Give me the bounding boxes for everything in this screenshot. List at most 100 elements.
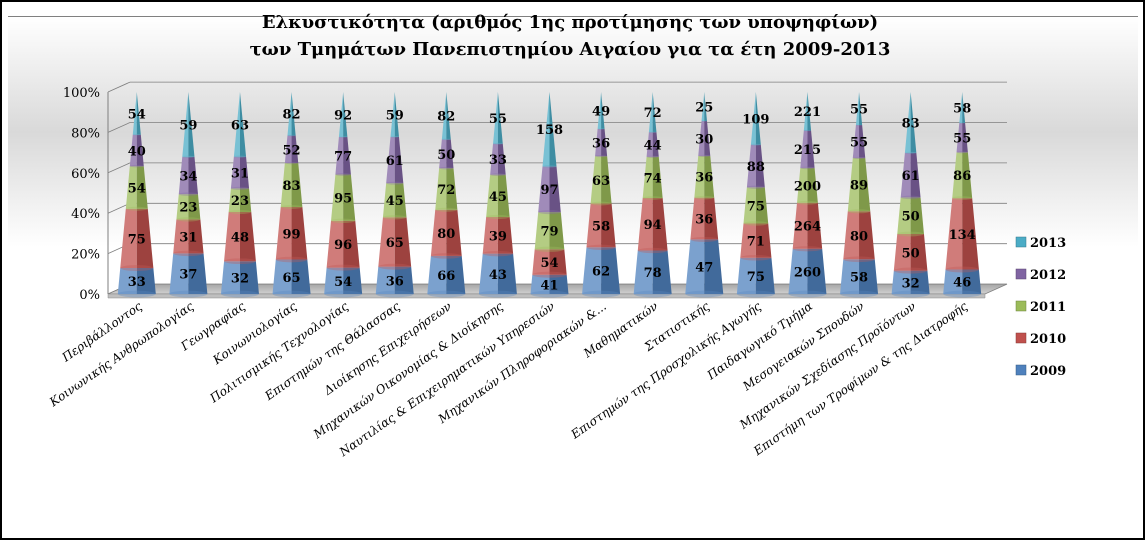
cone-stack <box>117 92 156 298</box>
cone-segment-rim <box>482 250 514 257</box>
cone-segment-rim <box>324 290 363 298</box>
cone-segment-rim <box>532 271 567 278</box>
data-label: 54 <box>540 256 558 271</box>
cone-segment-rim <box>538 210 561 215</box>
cone-segment-dark <box>394 92 399 137</box>
cone-segment-rim <box>646 155 659 158</box>
cone-segment-rim <box>534 246 565 252</box>
cone-segment-rim <box>698 154 711 157</box>
cone-segment-rim <box>586 244 616 250</box>
cone-segment-rim <box>542 165 557 168</box>
data-label: 158 <box>536 123 563 138</box>
cone-segment-light <box>117 267 137 294</box>
cone-stack <box>633 92 672 298</box>
cone-segment-rim <box>280 205 303 209</box>
cone-segment-dark <box>807 202 823 249</box>
cone-segment-light <box>800 130 808 168</box>
data-label: 34 <box>179 169 197 184</box>
cone-segment-light <box>952 152 963 199</box>
data-label: 54 <box>128 181 146 196</box>
data-label: 72 <box>437 183 455 198</box>
cone-segment-dark <box>291 163 303 208</box>
cone-stack <box>375 92 414 298</box>
cone-segment-rim <box>740 254 772 261</box>
cone-segment-dark <box>910 270 930 294</box>
cone-segment-dark <box>343 92 348 137</box>
data-label: 63 <box>231 118 249 133</box>
legend-label: 2013 <box>1030 236 1066 251</box>
data-label: 33 <box>489 153 507 168</box>
cone-segment-light <box>646 132 653 157</box>
cone-segment-light <box>538 166 550 213</box>
y-tick-label: 0% <box>79 288 100 303</box>
cone-stack <box>169 92 208 298</box>
data-label: 134 <box>949 228 976 243</box>
cone-segment-light <box>272 259 292 294</box>
data-label: 58 <box>953 101 971 116</box>
data-label: 46 <box>953 276 971 291</box>
cone-segment-light <box>132 92 137 135</box>
cone-stack <box>685 92 724 298</box>
cone-segment-rim <box>125 206 148 211</box>
cone-segment-rim <box>176 217 201 222</box>
cone-segment-rim <box>224 258 256 265</box>
cone-segment-dark <box>910 152 921 198</box>
cone-segment-dark <box>652 92 657 133</box>
cone-segment-light <box>633 250 653 294</box>
cone-segment-rim <box>736 290 775 298</box>
cone-segment-dark <box>859 259 879 294</box>
cone-segment-dark <box>188 194 201 220</box>
data-label: 96 <box>334 238 352 253</box>
data-label: 65 <box>283 271 301 286</box>
legend-item: 2011 <box>1015 300 1066 315</box>
cone-segment-dark <box>239 156 250 189</box>
cone-segment-dark <box>394 217 412 267</box>
cone-segment-rim <box>642 196 663 200</box>
cone-segment-light <box>803 92 808 131</box>
cone-segment-dark <box>343 267 363 294</box>
cone-segment-rim <box>338 136 348 138</box>
data-label: 58 <box>592 219 610 234</box>
cone-segment-light <box>582 247 602 294</box>
cone-segment-dark <box>549 274 569 294</box>
cone-segment-rim <box>893 267 928 274</box>
cone-segment-dark <box>962 198 979 270</box>
cone-segment-rim <box>792 246 823 252</box>
cone-segment-dark <box>343 220 360 268</box>
cone-segment-light <box>840 259 860 294</box>
cone-segment-dark <box>652 132 659 157</box>
cone-segment-dark <box>807 92 812 131</box>
cone-segment-dark <box>239 188 252 212</box>
chart-title: Ελκυστικότητα (αριθμός 1ης προτίμησης τω… <box>262 12 878 33</box>
cone-segment-rim <box>378 263 412 270</box>
cone-segment-dark <box>136 208 154 268</box>
cone-segment-light <box>534 212 550 250</box>
cone-segment-dark <box>446 92 451 140</box>
cone-segment-light <box>852 124 860 158</box>
data-label: 88 <box>747 160 765 175</box>
cone-segment-rim <box>847 209 871 214</box>
cone-segment-light <box>441 92 447 140</box>
cone-segment-rim <box>386 181 404 185</box>
data-label: 65 <box>386 236 404 251</box>
x-tick-label: Επιστημών της Προσχολικής Αγωγής <box>568 299 764 442</box>
data-label: 49 <box>592 104 610 119</box>
y-tick-label: 100% <box>63 86 100 101</box>
cone-segment-dark <box>910 92 917 153</box>
cone-segment-light <box>125 166 137 209</box>
cone-segment-dark <box>291 259 311 294</box>
cone-segment-rim <box>952 196 973 200</box>
cone-segment-dark <box>291 207 308 260</box>
cone-segment-rim <box>582 290 621 298</box>
cone-segment-rim <box>959 122 966 124</box>
cone-segment-dark <box>239 211 256 262</box>
cone-segment-light <box>797 167 808 203</box>
cone-segment-dark <box>807 248 827 294</box>
data-label: 63 <box>592 174 610 189</box>
data-label: 33 <box>128 275 146 290</box>
cone-segment-dark <box>549 92 557 167</box>
cone-segment-light <box>284 135 292 164</box>
cone-segment-dark <box>188 253 208 294</box>
cone-segment-dark <box>136 92 141 135</box>
cone-segment-dark <box>188 156 198 195</box>
